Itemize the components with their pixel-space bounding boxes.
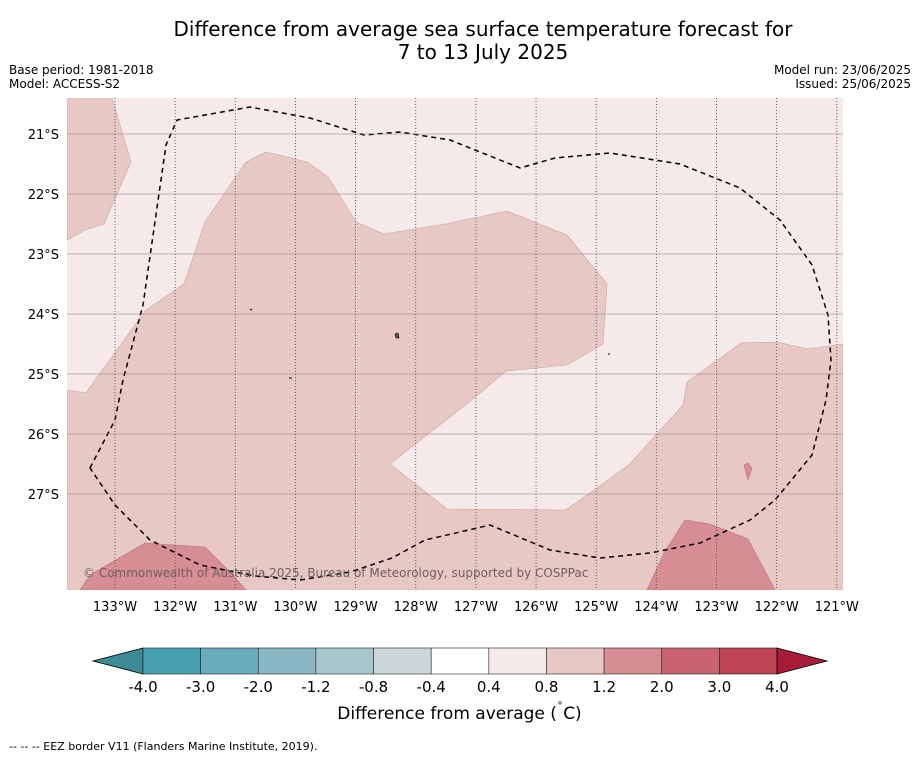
lon-label: 133°W [93, 600, 137, 615]
colorbar-segment [200, 647, 259, 675]
model-text: Model: ACCESS-S2 [9, 77, 121, 91]
sst-map: © Commonwealth of Australia 2025, Bureau… [28, 98, 859, 696]
lat-label: 23°S [28, 248, 59, 263]
degree-symbol: ∘ [556, 698, 564, 710]
lon-label: 127°W [454, 600, 498, 615]
colorbar-tick-label: 4.0 [765, 678, 789, 696]
colorbar-tick-label: 1.2 [592, 678, 616, 696]
colorbar: -4.0 -3.0 -2.0 -1.2 -0.8 -0.4 0.4 0.8 1.2 2.0 3.0 4… [91, 647, 829, 696]
meta-right: Model run: 23/06/2025 Issued: 25/06/2025 [774, 63, 911, 91]
colorbar-extend-high [776, 647, 829, 675]
lon-label: 129°W [334, 600, 378, 615]
colorbar-segment [315, 647, 374, 675]
colorbar-tick-label: -0.4 [417, 678, 446, 696]
colorbar-segment [257, 647, 317, 675]
colorbar-tick-label: -4.0 [128, 678, 157, 696]
lon-label: 122°W [755, 600, 799, 615]
map-area: © Commonwealth of Australia 2025, Bureau… [67, 98, 843, 590]
title-line-1: Difference from average sea surface temp… [173, 17, 793, 41]
colorbar-segment [373, 647, 432, 675]
colorbar-tick-label: 0.4 [477, 678, 501, 696]
lon-label: 132°W [153, 600, 197, 615]
colorbar-segment [546, 647, 605, 675]
colorbar-label: Difference from average (∘C) [0, 698, 919, 724]
colorbar-tick-label: 3.0 [707, 678, 731, 696]
colorbar-extend-low [91, 647, 144, 675]
lon-label: 121°W [815, 600, 859, 615]
lon-label: 126°W [514, 600, 558, 615]
lon-label: 131°W [213, 600, 257, 615]
colorbar-segment [719, 647, 778, 675]
colorbar-segment [488, 647, 547, 675]
longitude-labels: 133°W 132°W 131°W 130°W 129°W 128°W 127°W 126°W… [93, 600, 859, 615]
lat-label: 27°S [28, 488, 59, 503]
anomaly-region-0.8-1.2-west [67, 98, 132, 241]
lon-label: 128°W [394, 600, 438, 615]
colorbar-tick-label: 0.8 [535, 678, 559, 696]
anomaly-region-1.2-2.0-southeast [646, 519, 776, 590]
model-run-text: Model run: 23/06/2025 [773, 63, 911, 77]
title-line-2: 7 to 13 July 2025 [397, 40, 569, 64]
lat-label: 26°S [28, 428, 59, 443]
colorbar-segment [603, 647, 663, 675]
lon-label: 130°W [273, 600, 317, 615]
meta-left: Base period: 1981-2018 Model: ACCESS-S2 [9, 63, 154, 91]
anomaly-spot-1.2-2.0 [743, 462, 753, 482]
eez-border [89, 106, 832, 581]
lat-label: 24°S [28, 308, 59, 323]
colorbar-segment [430, 647, 490, 675]
lat-label: 22°S [28, 188, 59, 203]
issued-text: Issued: 25/06/2025 [795, 77, 911, 91]
colorbar-segment [142, 647, 201, 675]
base-period-text: Base period: 1981-2018 [9, 63, 154, 77]
anomaly-region-0.8-1.2-main [67, 151, 843, 590]
lon-label: 123°W [694, 600, 738, 615]
colorbar-label-text: Difference from average ( [337, 704, 557, 724]
colorbar-tick-label: -2.0 [244, 678, 273, 696]
eez-footnote: -- -- -- EEZ border V11 (Flanders Marine… [9, 740, 318, 753]
lon-label: 124°W [634, 600, 678, 615]
map-title: Difference from average sea surface temp… [140, 18, 826, 64]
island-1 [394, 332, 400, 339]
lat-label: 21°S [28, 128, 59, 143]
colorbar-label-unit: C) [563, 704, 582, 724]
island-2 [249, 308, 253, 311]
colorbar-tick-label: -1.2 [301, 678, 330, 696]
colorbar-segment [661, 647, 720, 675]
colorbar-tick-label: -0.8 [359, 678, 388, 696]
colorbar-tick-label: -3.0 [186, 678, 215, 696]
graticule [67, 98, 843, 590]
lon-label: 125°W [574, 600, 618, 615]
anomaly-region-1.2-2.0-southwest [79, 542, 247, 590]
copyright-text: © Commonwealth of Australia 2025, Bureau… [83, 566, 588, 580]
latitude-labels: 21°S 22°S 23°S 24°S 25°S 26°S 27°S [28, 128, 59, 503]
colorbar-tick-label: 2.0 [650, 678, 674, 696]
lat-label: 25°S [28, 368, 59, 383]
